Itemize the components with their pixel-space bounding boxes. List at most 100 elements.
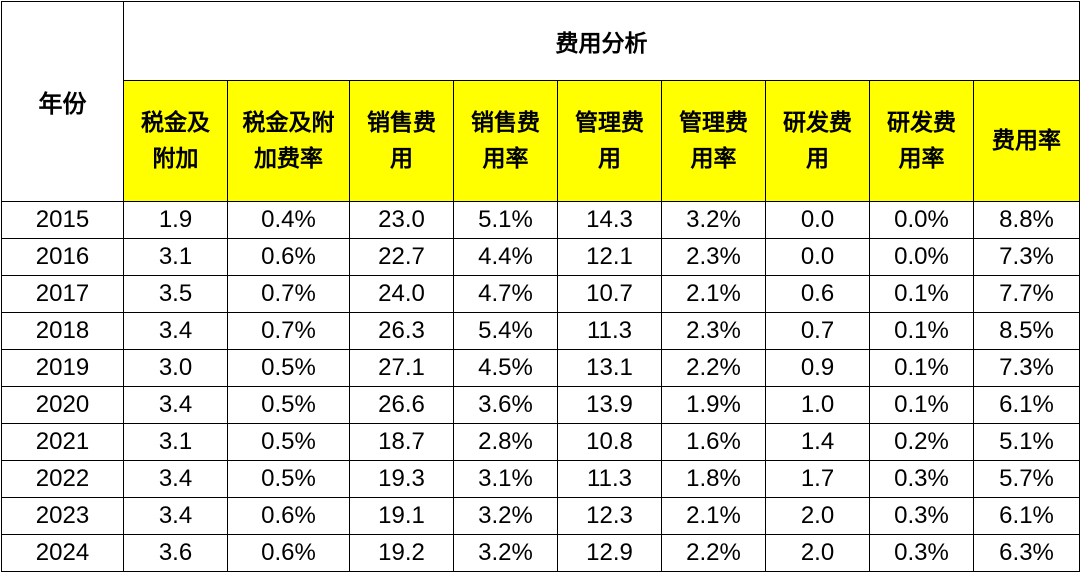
- table-cell: 2.8%: [453, 423, 558, 461]
- table-cell: 0.6%: [227, 534, 350, 572]
- table-cell: 0.2%: [869, 423, 974, 461]
- table-cell: 23.0: [349, 201, 454, 239]
- column-header: 研发费 用率: [869, 80, 974, 202]
- year-cell: 2021: [1, 423, 124, 461]
- table-cell: 0.1%: [869, 312, 974, 350]
- table-cell: 1.0: [765, 386, 870, 424]
- table-cell: 4.7%: [453, 275, 558, 313]
- table-cell: 0.1%: [869, 349, 974, 387]
- table-cell: 22.7: [349, 238, 454, 276]
- table-row: 2019 3.0 0.5% 27.1 4.5% 13.1 2.2% 0.9 0.1% 7.3%: [1, 349, 1080, 387]
- table-cell: 12.3: [557, 497, 662, 535]
- table-body: 2015 1.9 0.4% 23.0 5.1% 14.3 3.2% 0.0 0.0% 8.8% 20…: [1, 201, 1080, 572]
- table-cell: 7.3%: [972, 349, 1080, 387]
- table-cell: 3.1: [123, 238, 228, 276]
- table-cell: 19.2: [349, 534, 454, 572]
- table-cell: 6.1%: [972, 386, 1080, 424]
- year-cell: 2015: [1, 201, 124, 239]
- table-cell: 0.6%: [227, 497, 350, 535]
- table-cell: 0.0%: [869, 238, 974, 276]
- table-cell: 7.7%: [972, 275, 1080, 313]
- table-cell: 5.4%: [453, 312, 558, 350]
- table-cell: 4.5%: [453, 349, 558, 387]
- table-cell: 3.2%: [453, 534, 558, 572]
- table-cell: 5.7%: [972, 460, 1080, 498]
- table-cell: 3.4: [123, 386, 228, 424]
- table-row: 2016 3.1 0.6% 22.7 4.4% 12.1 2.3% 0.0 0.0% 7.3%: [1, 238, 1080, 276]
- table-cell: 19.3: [349, 460, 454, 498]
- table-cell: 18.7: [349, 423, 454, 461]
- column-header-row: 税金及 附加 税金及附 加费率 销售费用销售费 用率 管理费用管理费 用率 研发费用研发费 用率费…: [2, 80, 1080, 202]
- table-cell: 3.2%: [453, 497, 558, 535]
- year-cell: 2022: [1, 460, 124, 498]
- table-cell: 0.3%: [869, 534, 974, 572]
- table-cell: 0.5%: [227, 460, 350, 498]
- table-cell: 3.4: [123, 460, 228, 498]
- table-cell: 12.9: [557, 534, 662, 572]
- table-cell: 2.0: [765, 497, 870, 535]
- table-row: 2023 3.4 0.6% 19.1 3.2% 12.3 2.1% 2.0 0.3% 6.1%: [1, 497, 1080, 535]
- year-cell: 2024: [1, 534, 124, 572]
- table-cell: 0.0%: [869, 201, 974, 239]
- table-cell: 1.6%: [661, 423, 766, 461]
- table-cell: 7.3%: [972, 238, 1080, 276]
- table-cell: 19.1: [349, 497, 454, 535]
- table-row: 2021 3.1 0.5% 18.7 2.8% 10.8 1.6% 1.4 0.2% 5.1%: [1, 423, 1080, 461]
- table-cell: 0.9: [765, 349, 870, 387]
- table-cell: 3.0: [123, 349, 228, 387]
- column-header: 销售费用: [349, 80, 454, 202]
- table-cell: 0.7%: [227, 275, 350, 313]
- year-cell: 2019: [1, 349, 124, 387]
- table-cell: 2.2%: [661, 349, 766, 387]
- column-header: 销售费 用率: [453, 80, 558, 202]
- table-cell: 26.3: [349, 312, 454, 350]
- table-cell: 2.3%: [661, 312, 766, 350]
- table-cell: 1.7: [765, 460, 870, 498]
- table-cell: 0.5%: [227, 349, 350, 387]
- expense-analysis-table: 年份 费用分析 税金及 附加 税金及附 加费率 销售费用销售费 用率 管理费用管理费 用率 研发…: [1, 1, 1080, 572]
- table-cell: 3.6%: [453, 386, 558, 424]
- table-cell: 0.0: [765, 238, 870, 276]
- table-cell: 6.3%: [972, 534, 1080, 572]
- table-cell: 0.5%: [227, 423, 350, 461]
- year-cell: 2017: [1, 275, 124, 313]
- year-cell: 2016: [1, 238, 124, 276]
- table-cell: 8.5%: [972, 312, 1080, 350]
- group-header: 费用分析: [122, 1, 1080, 81]
- year-cell: 2018: [1, 312, 124, 350]
- table-cell: 13.9: [557, 386, 662, 424]
- column-header: 税金及附 加费率: [227, 80, 350, 202]
- table-cell: 8.8%: [972, 201, 1080, 239]
- table-cell: 3.4: [123, 497, 228, 535]
- table-cell: 11.3: [557, 312, 662, 350]
- column-header: 研发费用: [765, 80, 870, 202]
- table-cell: 13.1: [557, 349, 662, 387]
- table-row: 2018 3.4 0.7% 26.3 5.4% 11.3 2.3% 0.7 0.1% 8.5%: [1, 312, 1080, 350]
- table-cell: 5.1%: [453, 201, 558, 239]
- table-cell: 2.1%: [661, 275, 766, 313]
- column-header: 管理费 用率: [661, 80, 766, 202]
- table-cell: 0.0: [765, 201, 870, 239]
- table-cell: 3.2%: [661, 201, 766, 239]
- table-cell: 3.4: [123, 312, 228, 350]
- year-cell: 2023: [1, 497, 124, 535]
- column-header: 税金及 附加: [123, 80, 228, 202]
- table-cell: 0.7: [765, 312, 870, 350]
- table-cell: 0.4%: [227, 201, 350, 239]
- year-cell: 2020: [1, 386, 124, 424]
- table-cell: 0.1%: [869, 386, 974, 424]
- table-cell: 2.1%: [661, 497, 766, 535]
- table-cell: 27.1: [349, 349, 454, 387]
- table-row: 2015 1.9 0.4% 23.0 5.1% 14.3 3.2% 0.0 0.0% 8.8%: [1, 201, 1080, 239]
- year-header: 年份: [1, 1, 124, 202]
- table-row: 2024 3.6 0.6% 19.2 3.2% 12.9 2.2% 2.0 0.3% 6.3%: [1, 534, 1080, 572]
- table-row: 2020 3.4 0.5% 26.6 3.6% 13.9 1.9% 1.0 0.1% 6.1%: [1, 386, 1080, 424]
- table-cell: 3.6: [123, 534, 228, 572]
- table-cell: 4.4%: [453, 238, 558, 276]
- table-cell: 0.3%: [869, 497, 974, 535]
- table-cell: 12.1: [557, 238, 662, 276]
- table-cell: 5.1%: [972, 423, 1080, 461]
- table-cell: 0.6%: [227, 238, 350, 276]
- table-cell: 3.1%: [453, 460, 558, 498]
- column-header: 费用率: [972, 80, 1080, 202]
